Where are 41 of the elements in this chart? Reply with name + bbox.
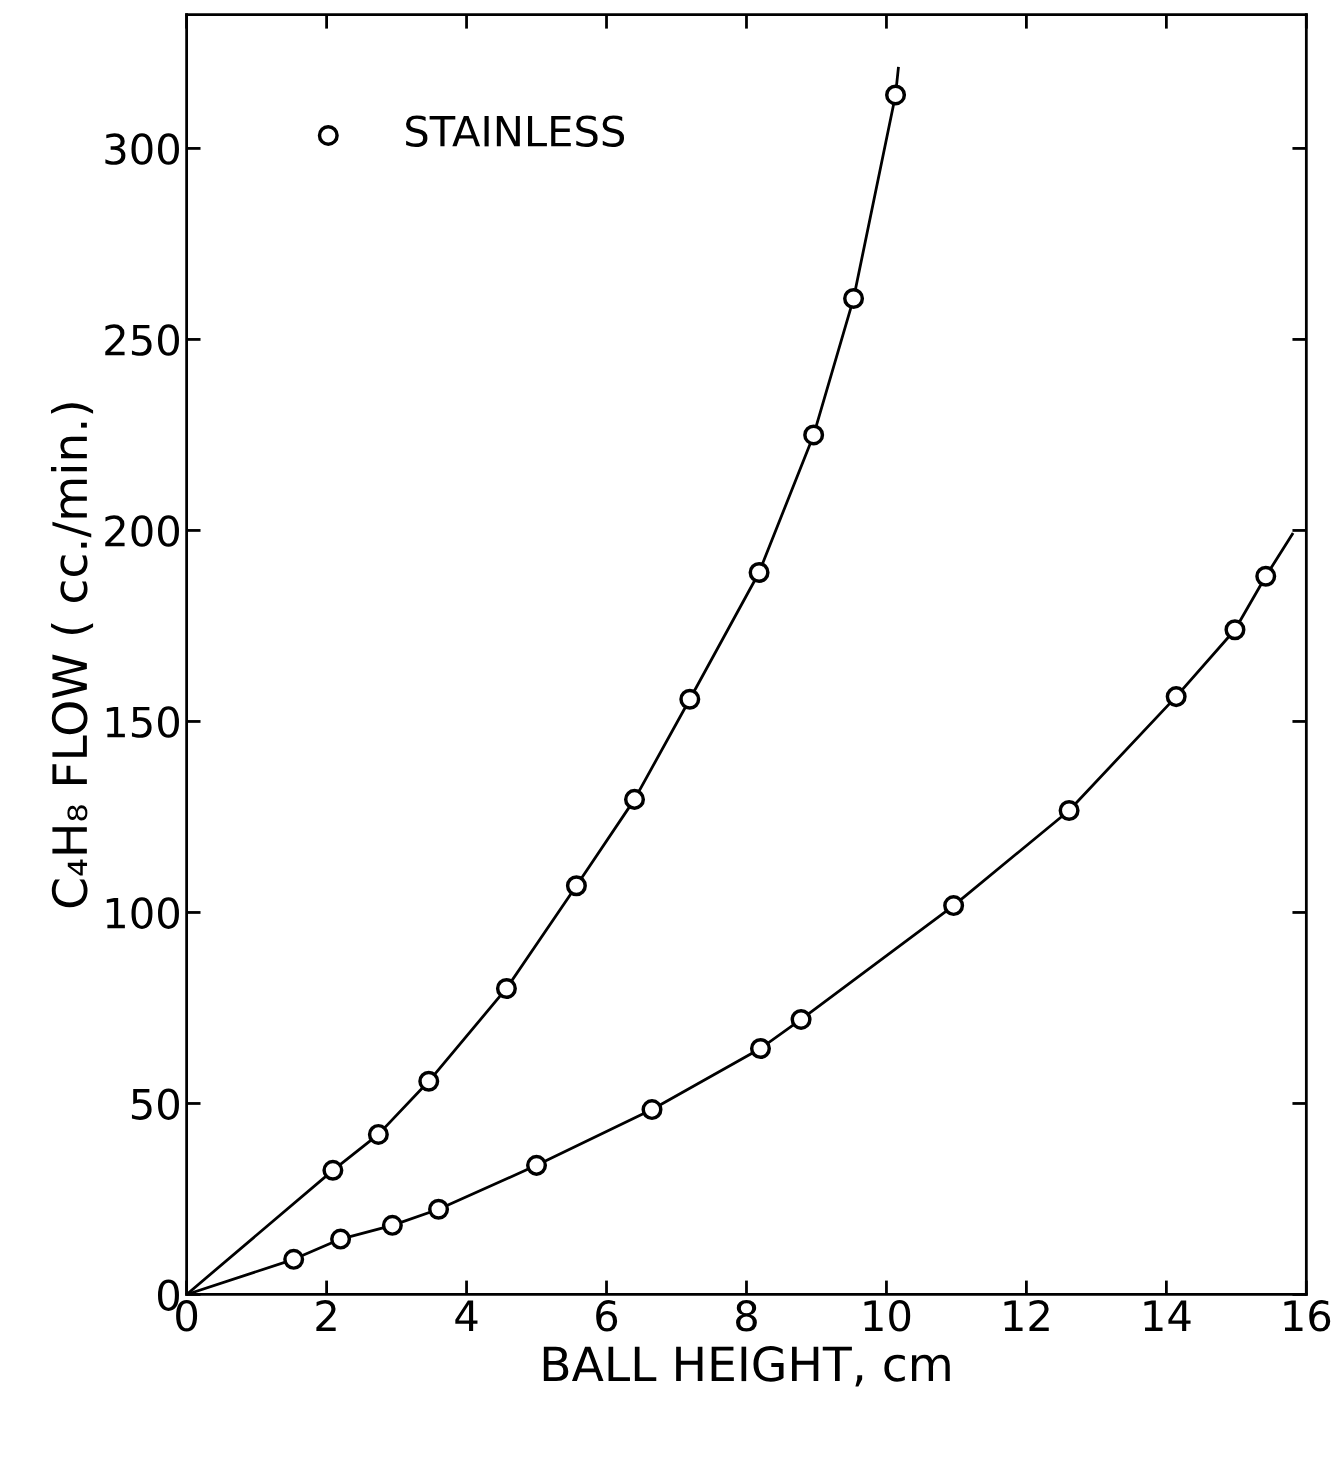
point <box>1165 686 1187 708</box>
x-axis-title: BALL HEIGHT, cm <box>543 1346 950 1387</box>
x-tick-label: 10 <box>864 1300 911 1332</box>
point <box>322 1159 344 1181</box>
point <box>1255 565 1277 587</box>
point <box>749 1037 771 1059</box>
point <box>381 1214 403 1236</box>
x-tick-label: 16 <box>1284 1300 1331 1332</box>
y-axis-title: C₄H₈ FLOW ( cc./min.) <box>50 403 94 908</box>
point <box>428 1198 450 1220</box>
point <box>748 561 770 583</box>
point <box>843 288 865 310</box>
point <box>495 977 517 999</box>
point <box>943 895 965 917</box>
y-tick-label: 100 <box>106 897 179 929</box>
point <box>623 788 646 810</box>
y-tick-label: 200 <box>105 515 179 547</box>
point <box>565 875 587 897</box>
x-tick-label: 2 <box>316 1300 336 1331</box>
point <box>1224 619 1246 641</box>
point <box>803 424 825 446</box>
point <box>790 1008 812 1030</box>
point <box>641 1099 663 1121</box>
point <box>679 688 701 710</box>
point <box>283 1248 305 1270</box>
point <box>330 1228 352 1250</box>
x-tick-label: 14 <box>1144 1300 1191 1331</box>
legend-label: STAINLESS <box>406 115 625 147</box>
x-tick-label: 8 <box>736 1300 757 1332</box>
x-tick-label: 6 <box>596 1300 618 1332</box>
x-tick-label: 4 <box>455 1300 478 1331</box>
point <box>526 1154 548 1176</box>
x-tick-label: 12 <box>1004 1300 1049 1331</box>
point <box>1058 799 1080 821</box>
point <box>367 1123 389 1145</box>
y-tick-label: 150 <box>106 706 179 738</box>
y-tick-label: 50 <box>131 1088 179 1120</box>
y-tick-label: 300 <box>105 133 179 165</box>
y-tick-label: 250 <box>105 324 179 356</box>
point <box>885 84 907 106</box>
point <box>418 1070 440 1092</box>
